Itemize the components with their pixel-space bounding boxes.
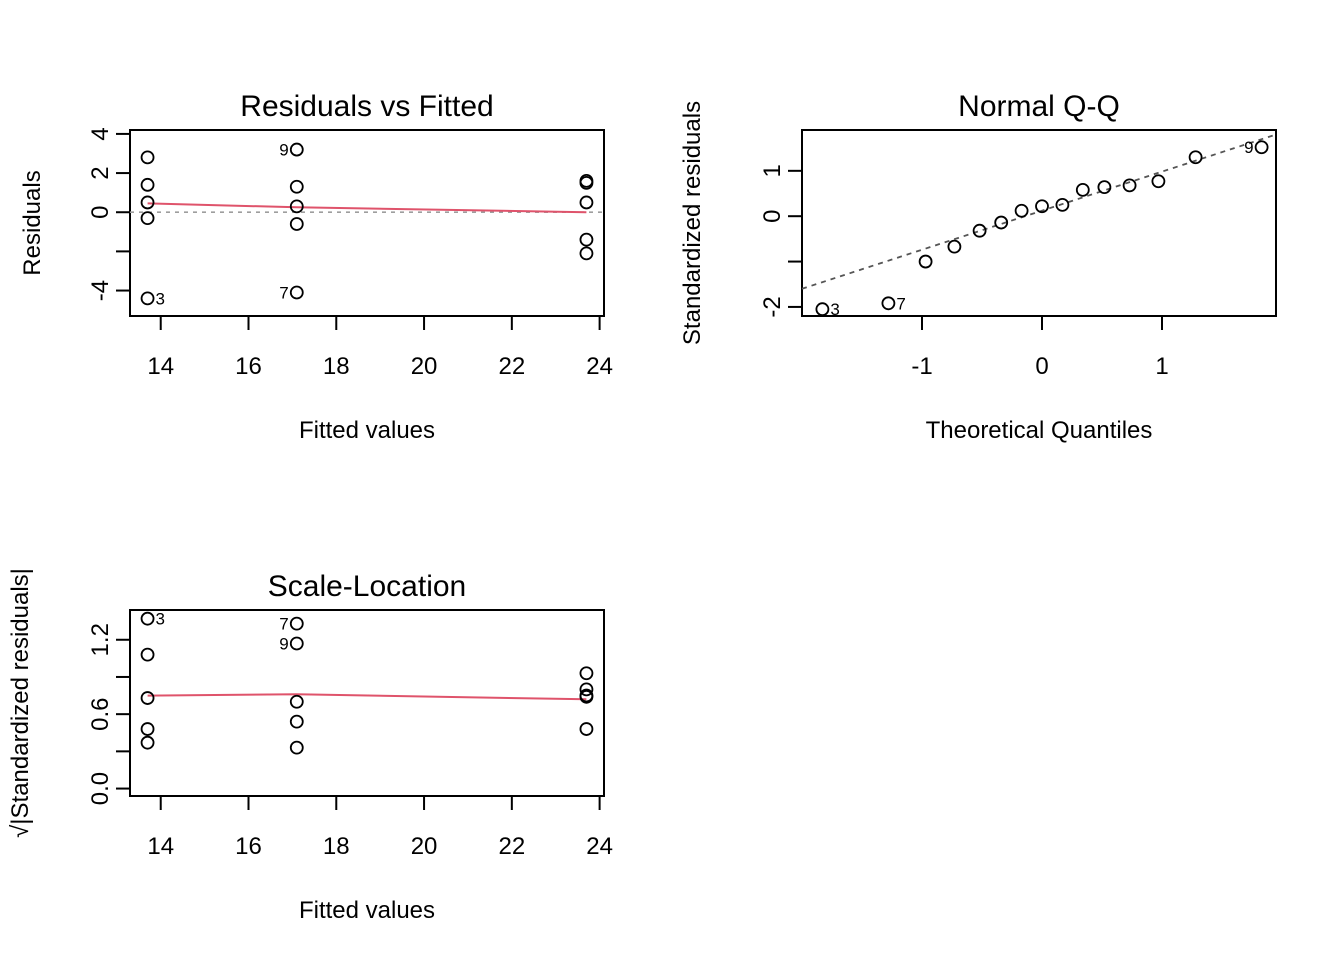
y-tick-label: -2 (759, 296, 786, 317)
y-tick-label: 1.2 (87, 623, 114, 656)
y-axis-label: √|Standardized residuals| (7, 568, 34, 838)
x-tick-label: 18 (323, 353, 350, 380)
y-tick-label: 0 (87, 206, 114, 219)
x-tick-label: 1 (1155, 353, 1168, 380)
plot-title: Normal Q-Q (958, 90, 1120, 123)
y-tick-label: 2 (87, 166, 114, 179)
y-axis-label: Residuals (19, 170, 46, 275)
point-id-label: 3 (830, 300, 839, 319)
data-point (289, 714, 304, 729)
data-point (289, 740, 304, 755)
residuals-vs-fitted-panel: Residuals vs Fitted Fitted values Residu… (19, 90, 613, 444)
x-tick-label: -1 (911, 353, 932, 380)
y-axis-label: Standardized residuals (679, 101, 706, 345)
data-point (579, 195, 594, 210)
plot-frame (129, 129, 605, 317)
x-tick-label: 20 (411, 353, 438, 380)
data-point (947, 239, 962, 254)
data-point (918, 254, 933, 269)
point-id-label: 9 (279, 141, 288, 160)
scale-location-panel: Scale-Location Fitted values √|Standardi… (7, 568, 613, 924)
y-tick-label: 0.6 (87, 697, 114, 730)
x-tick-label: 18 (323, 833, 350, 860)
data-point (1188, 150, 1203, 165)
data-point (1014, 203, 1029, 218)
data-point (140, 647, 155, 662)
smooth-trend-line (147, 202, 587, 214)
data-point (140, 177, 155, 192)
data-point (140, 691, 155, 705)
point-id-label: 7 (896, 294, 905, 313)
point-id-label: 7 (279, 284, 288, 303)
point-id-label: 3 (156, 289, 165, 308)
data-point (972, 223, 987, 238)
point-id-label: 9 (1244, 138, 1253, 157)
y-tick-label: 0.0 (87, 772, 114, 805)
data-point (1097, 180, 1112, 195)
point-id-label: 3 (156, 610, 165, 629)
data-point (140, 211, 155, 226)
data-point (289, 179, 304, 194)
data-point (815, 302, 830, 317)
qq-reference-line (801, 133, 1277, 290)
data-point (140, 195, 155, 210)
x-tick-label: 16 (235, 833, 262, 860)
data-point (1151, 174, 1166, 189)
data-point (1055, 197, 1070, 212)
data-point (1254, 140, 1269, 155)
data-point (579, 722, 594, 736)
data-point (579, 689, 594, 704)
x-tick-label: 14 (147, 353, 174, 380)
data-point (140, 722, 155, 736)
data-point (579, 666, 594, 681)
x-tick-label: 22 (498, 833, 525, 860)
data-point (994, 215, 1009, 230)
data-point (579, 232, 594, 247)
x-tick-label: 24 (586, 833, 613, 860)
data-point (289, 694, 304, 709)
data-point (289, 616, 304, 631)
data-point (140, 735, 155, 750)
data-point (289, 217, 304, 231)
x-axis-label: Fitted values (299, 897, 435, 924)
data-point (289, 142, 304, 157)
data-point (140, 150, 155, 165)
data-point (289, 285, 304, 300)
y-tick-label: 0 (759, 210, 786, 223)
data-point (579, 175, 594, 190)
x-tick-label: 0 (1035, 353, 1048, 380)
point-id-label: 9 (279, 634, 288, 653)
y-tick-label: 1 (759, 164, 786, 177)
x-tick-label: 16 (235, 353, 262, 380)
plot-frame (801, 129, 1277, 317)
data-point (1035, 199, 1049, 214)
x-tick-label: 20 (411, 833, 438, 860)
data-point (1075, 182, 1090, 197)
y-tick-label: 4 (87, 127, 114, 140)
data-point (289, 199, 304, 214)
x-axis-label: Fitted values (299, 417, 435, 444)
data-point (881, 296, 896, 311)
y-tick-label: -4 (87, 280, 114, 301)
plot-title: Residuals vs Fitted (240, 90, 493, 123)
x-tick-label: 22 (498, 353, 525, 380)
data-point (579, 682, 594, 697)
plot-frame (129, 609, 605, 797)
smooth-trend-line (147, 693, 587, 701)
normal-qq-panel: Normal Q-Q Theoretical Quantiles Standar… (679, 90, 1277, 444)
plot-title: Scale-Location (268, 570, 466, 603)
data-point (140, 611, 155, 626)
point-id-label: 7 (279, 615, 288, 634)
data-point (289, 636, 304, 651)
x-tick-label: 24 (586, 353, 613, 380)
data-point (140, 291, 155, 306)
x-tick-label: 14 (147, 833, 174, 860)
data-point (579, 246, 594, 261)
x-axis-label: Theoretical Quantiles (926, 417, 1153, 444)
data-point (1122, 178, 1137, 193)
